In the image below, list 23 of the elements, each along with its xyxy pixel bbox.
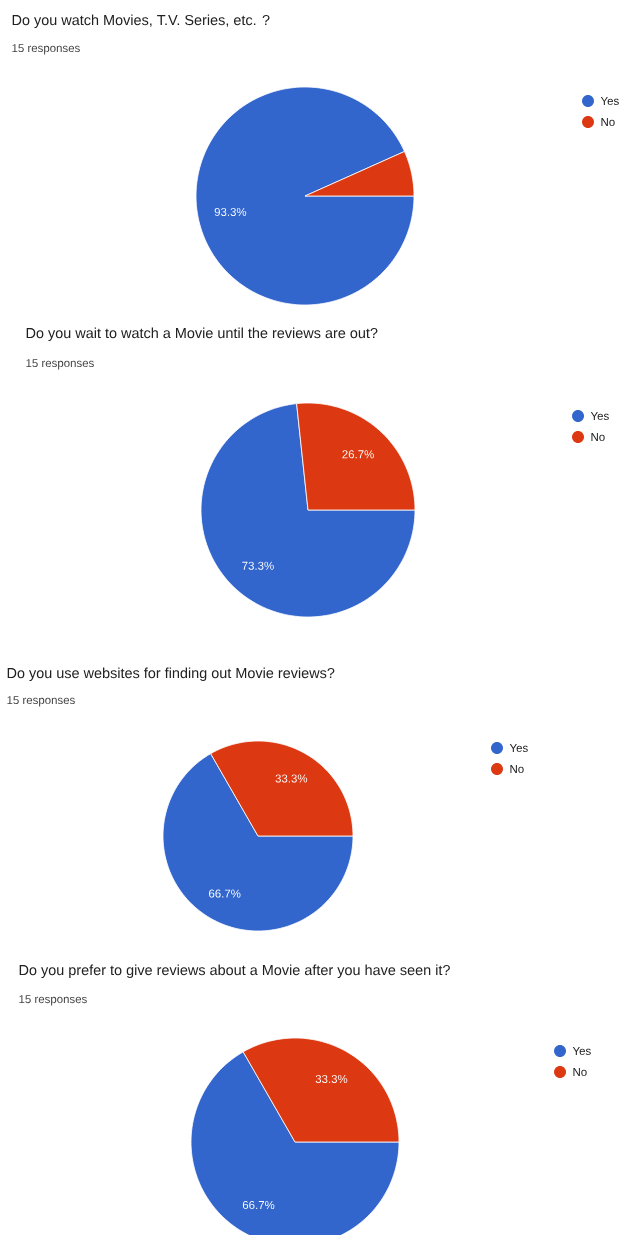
legend-label: Yes	[572, 1047, 591, 1056]
chart-title: Do you wait to watch a Movie until the reviews are out?	[26, 327, 378, 341]
text: 15 responses	[19, 995, 87, 1006]
chart-title: Do you prefer to give reviews about a Movie after you have seen it?	[19, 964, 450, 979]
text: 15 responses	[26, 359, 94, 370]
legend-label: No	[591, 433, 605, 442]
legend-label: Yes	[509, 744, 528, 753]
chart-title: Do you use websites for finding out Movie reviews?	[7, 667, 335, 682]
legend-label: Yes	[590, 412, 609, 420]
legend-label: No	[601, 118, 615, 126]
chart-title: Do you watch Movies, T.V. Series, etc. ?	[12, 14, 270, 28]
legend-label: No	[573, 1068, 587, 1077]
text: 15 responses	[12, 44, 80, 55]
data-label: 66.7%	[242, 1200, 275, 1210]
text: 15 responses	[7, 696, 75, 707]
data-label: 93.3%	[214, 207, 247, 216]
data-label: 33.3%	[275, 774, 308, 783]
data-label: 66.7%	[209, 889, 241, 898]
legend-label: No	[510, 765, 524, 773]
data-label: 26.7%	[342, 450, 374, 459]
legend-label: Yes	[600, 97, 619, 105]
data-label: 33.3%	[315, 1074, 348, 1084]
data-label: 73.3%	[242, 561, 274, 570]
